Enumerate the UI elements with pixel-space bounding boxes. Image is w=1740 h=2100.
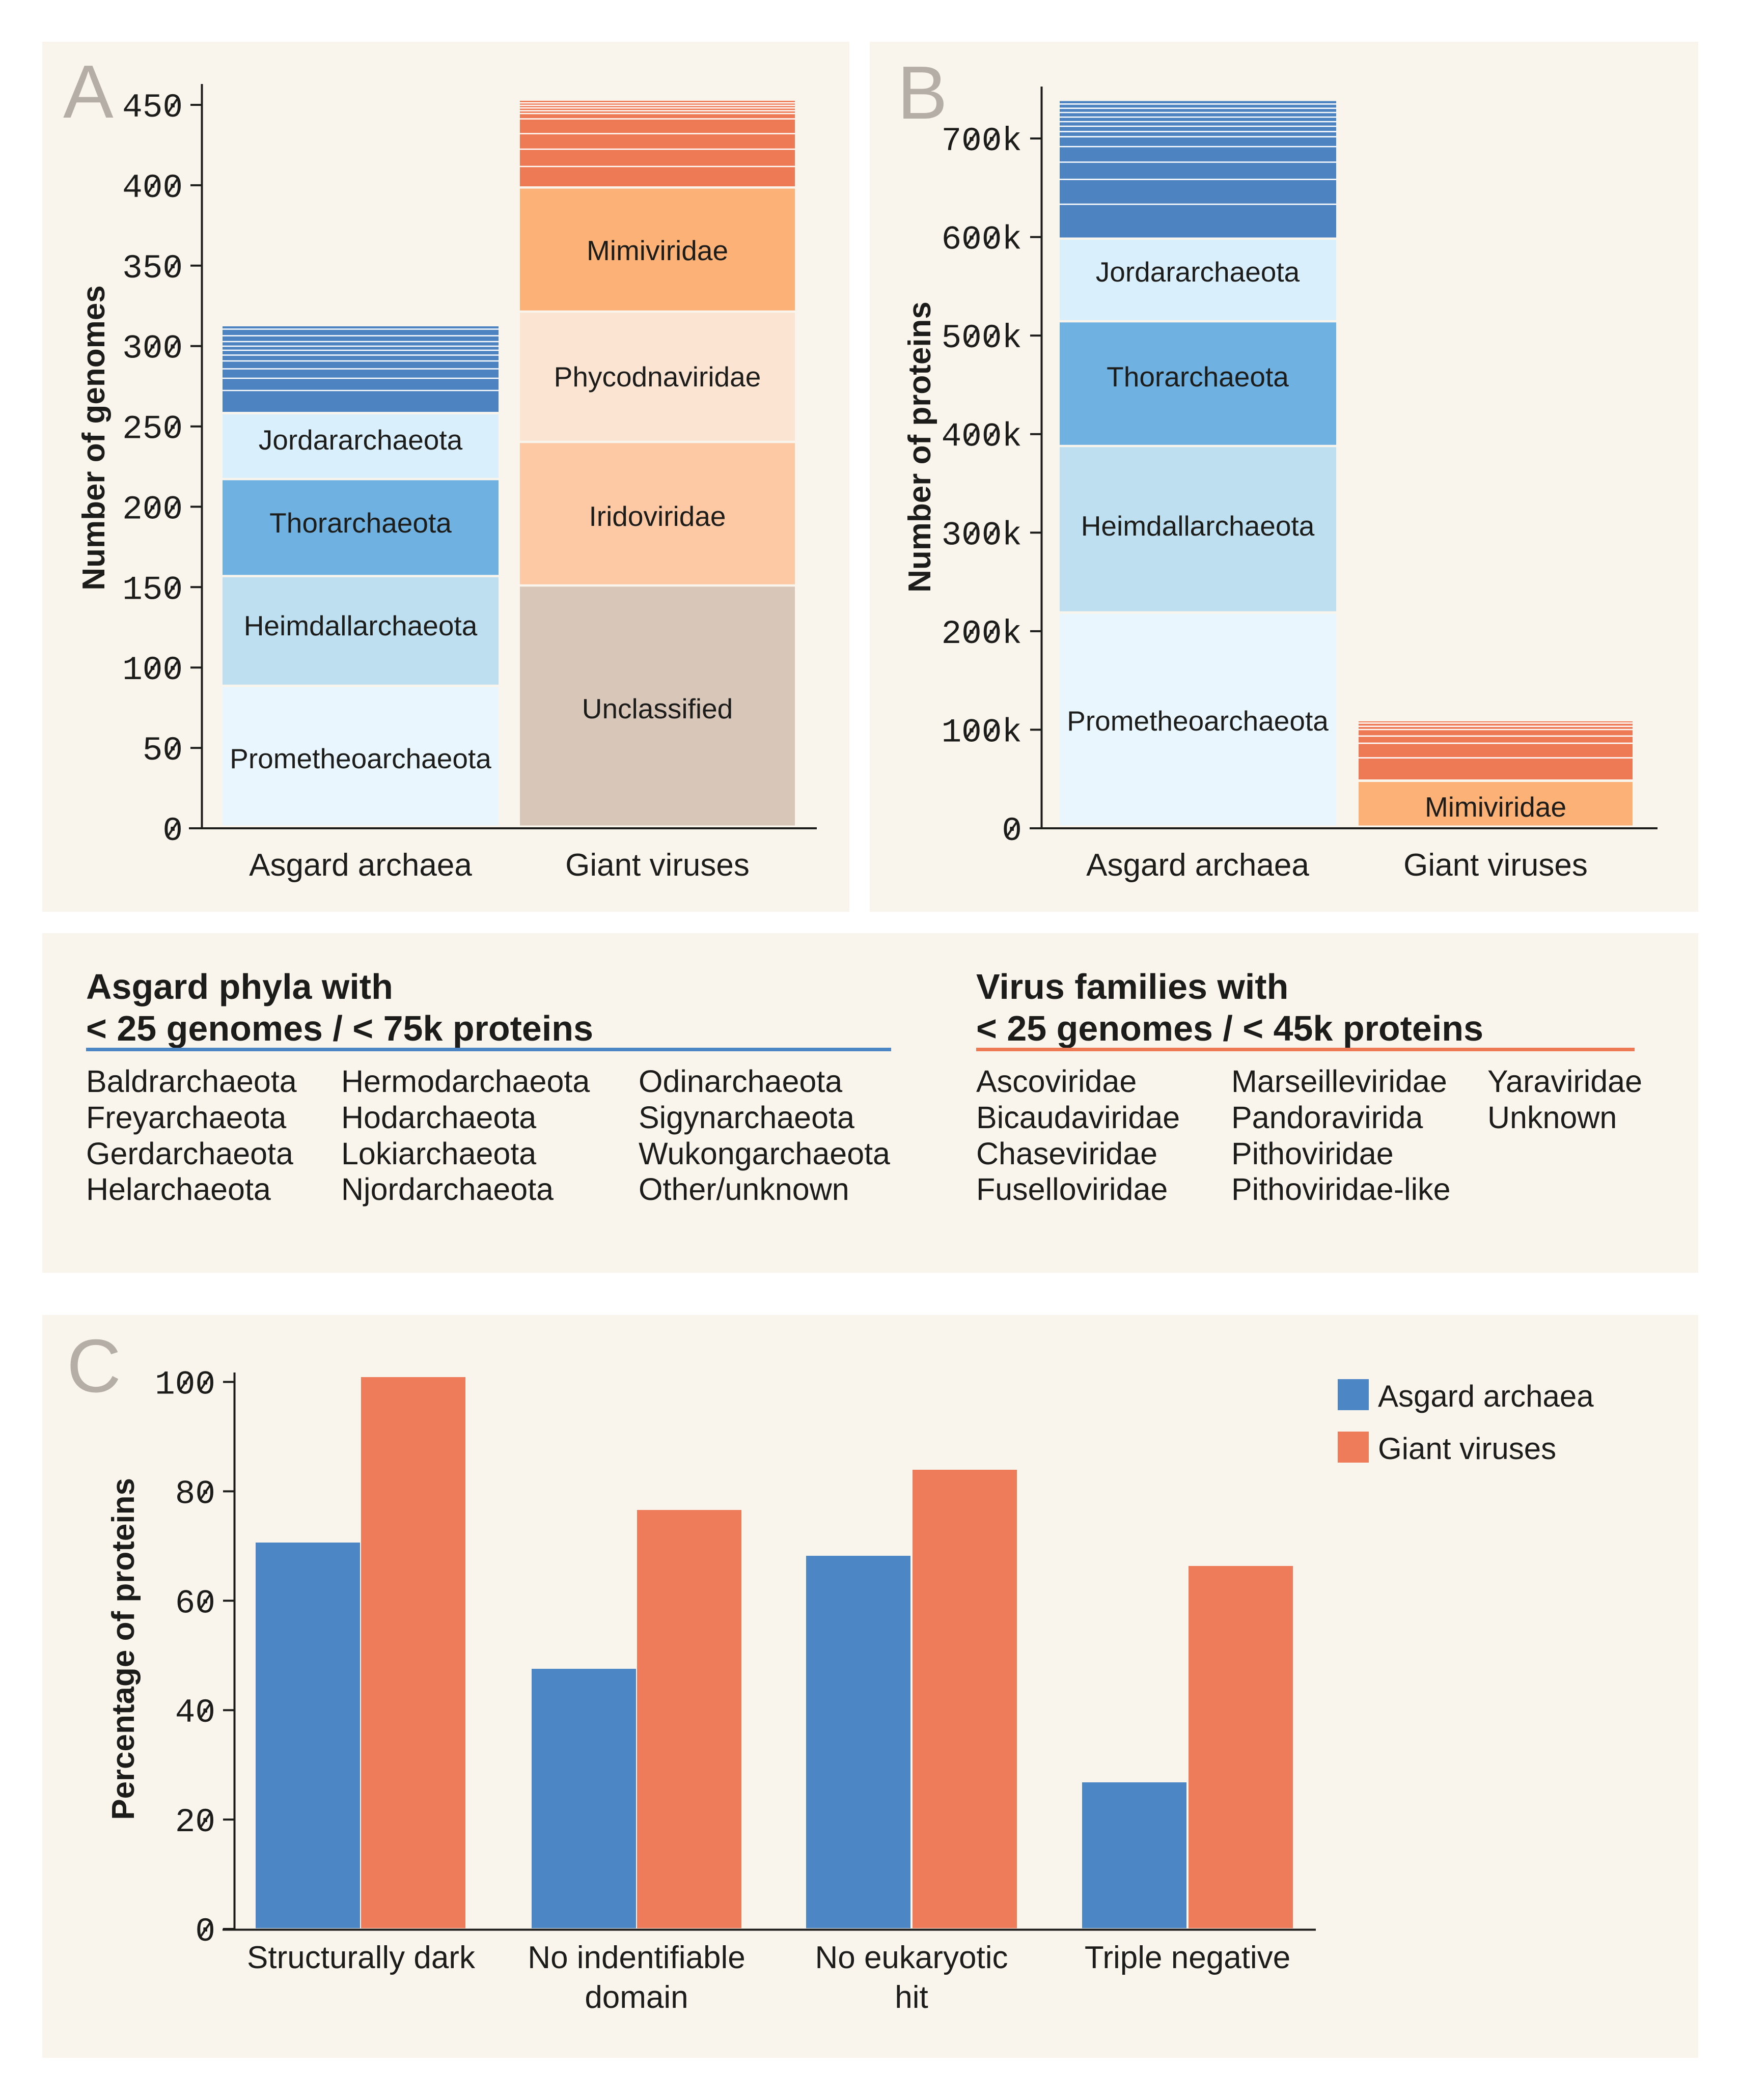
svg-text:Iridoviridae: Iridoviridae [589, 500, 726, 532]
svg-text:Heimdallarchaeota: Heimdallarchaeota [1081, 510, 1315, 542]
svg-text:40: 40 [175, 1694, 215, 1732]
svg-text:< 25 genomes / < 75k proteins: < 25 genomes / < 75k proteins [86, 1009, 593, 1048]
svg-text:400: 400 [122, 169, 183, 207]
svg-text:200: 200 [122, 490, 183, 528]
svg-text:500k: 500k [942, 319, 1022, 357]
svg-text:Structurally dark: Structurally dark [247, 1940, 476, 1975]
svg-text:80: 80 [175, 1475, 215, 1513]
svg-text:Percentage of proteins: Percentage of proteins [106, 1478, 141, 1820]
svg-text:Asgard archaea: Asgard archaea [1086, 848, 1309, 883]
svg-text:Odinarchaeota: Odinarchaeota [639, 1064, 842, 1099]
svg-text:200k: 200k [942, 615, 1022, 653]
svg-text:C: C [67, 1324, 121, 1408]
svg-text:hit: hit [895, 1980, 928, 2015]
svg-text:Bicaudaviridae: Bicaudaviridae [976, 1100, 1180, 1135]
svg-text:Virus families with: Virus families with [976, 967, 1288, 1006]
svg-text:Chaseviridae: Chaseviridae [976, 1136, 1157, 1171]
svg-text:Asgard archaea: Asgard archaea [249, 848, 472, 883]
svg-text:450: 450 [122, 89, 183, 127]
svg-text:Number of genomes: Number of genomes [76, 285, 112, 590]
svg-text:700k: 700k [942, 122, 1022, 160]
svg-text:< 25 genomes / < 45k proteins: < 25 genomes / < 45k proteins [976, 1009, 1483, 1048]
svg-text:Prometheoarchaeota: Prometheoarchaeota [230, 743, 491, 774]
svg-text:Unknown: Unknown [1487, 1100, 1617, 1135]
svg-text:Jordararchaeota: Jordararchaeota [1096, 256, 1300, 288]
svg-text:Number of proteins: Number of proteins [902, 301, 937, 593]
svg-text:Freyarchaeota: Freyarchaeota [86, 1100, 286, 1135]
svg-text:Hermodarchaeota: Hermodarchaeota [341, 1064, 590, 1099]
svg-text:20: 20 [175, 1803, 215, 1841]
svg-text:Phycodnaviridae: Phycodnaviridae [554, 361, 761, 393]
svg-text:400k: 400k [942, 418, 1022, 456]
svg-text:Yaraviridae: Yaraviridae [1487, 1064, 1642, 1099]
svg-text:Unclassified: Unclassified [582, 693, 733, 724]
svg-text:350: 350 [122, 249, 183, 288]
svg-text:Hodarchaeota: Hodarchaeota [341, 1100, 536, 1135]
svg-text:Thorarchaeota: Thorarchaeota [269, 507, 452, 539]
svg-text:Heimdallarchaeota: Heimdallarchaeota [244, 610, 478, 641]
svg-text:0: 0 [195, 1913, 215, 1951]
svg-text:Giant viruses: Giant viruses [1378, 1432, 1556, 1466]
svg-text:Helarchaeota: Helarchaeota [86, 1172, 271, 1207]
svg-text:Pandoravirida: Pandoravirida [1231, 1100, 1423, 1135]
svg-text:Mimiviridae: Mimiviridae [587, 235, 728, 266]
svg-text:Pithoviridae: Pithoviridae [1231, 1136, 1394, 1171]
svg-text:100: 100 [122, 651, 183, 689]
svg-text:50: 50 [143, 732, 183, 770]
svg-text:Giant viruses: Giant viruses [565, 848, 750, 883]
svg-text:domain: domain [585, 1980, 688, 2015]
svg-text:300: 300 [122, 330, 183, 368]
svg-text:Marseilleviridae: Marseilleviridae [1231, 1064, 1447, 1099]
svg-text:250: 250 [122, 410, 183, 449]
svg-text:0: 0 [1002, 812, 1022, 850]
svg-text:300k: 300k [942, 516, 1022, 554]
svg-text:Jordararchaeota: Jordararchaeota [259, 424, 463, 456]
svg-text:Fuselloviridae: Fuselloviridae [976, 1172, 1168, 1207]
svg-text:Njordarchaeota: Njordarchaeota [341, 1172, 554, 1207]
svg-text:Gerdarchaeota: Gerdarchaeota [86, 1136, 293, 1171]
svg-text:Triple negative: Triple negative [1085, 1940, 1290, 1975]
svg-text:Baldrarchaeota: Baldrarchaeota [86, 1064, 297, 1099]
svg-text:100: 100 [155, 1366, 215, 1404]
svg-text:Other/unknown: Other/unknown [639, 1172, 849, 1207]
svg-text:Prometheoarchaeota: Prometheoarchaeota [1067, 705, 1329, 737]
svg-text:Pithoviridae-like: Pithoviridae-like [1231, 1172, 1451, 1207]
svg-text:Ascoviridae: Ascoviridae [976, 1064, 1137, 1099]
svg-text:A: A [63, 50, 114, 134]
svg-text:Mimiviridae: Mimiviridae [1425, 791, 1566, 823]
svg-text:60: 60 [175, 1584, 215, 1622]
svg-text:B: B [897, 51, 948, 135]
svg-text:Asgard archaea: Asgard archaea [1378, 1379, 1594, 1413]
svg-text:Asgard phyla with: Asgard phyla with [86, 967, 393, 1006]
svg-text:Lokiarchaeota: Lokiarchaeota [341, 1136, 536, 1171]
svg-text:150: 150 [122, 571, 183, 609]
svg-text:Thorarchaeota: Thorarchaeota [1107, 361, 1289, 393]
svg-text:600k: 600k [942, 221, 1022, 259]
svg-text:100k: 100k [942, 713, 1022, 751]
svg-text:No indentifiable: No indentifiable [528, 1940, 745, 1975]
svg-text:Giant viruses: Giant viruses [1403, 848, 1588, 883]
svg-text:Sigynarchaeota: Sigynarchaeota [639, 1100, 854, 1135]
svg-text:0: 0 [162, 812, 183, 850]
svg-text:No eukaryotic: No eukaryotic [815, 1940, 1008, 1975]
svg-text:Wukongarchaeota: Wukongarchaeota [639, 1136, 890, 1171]
